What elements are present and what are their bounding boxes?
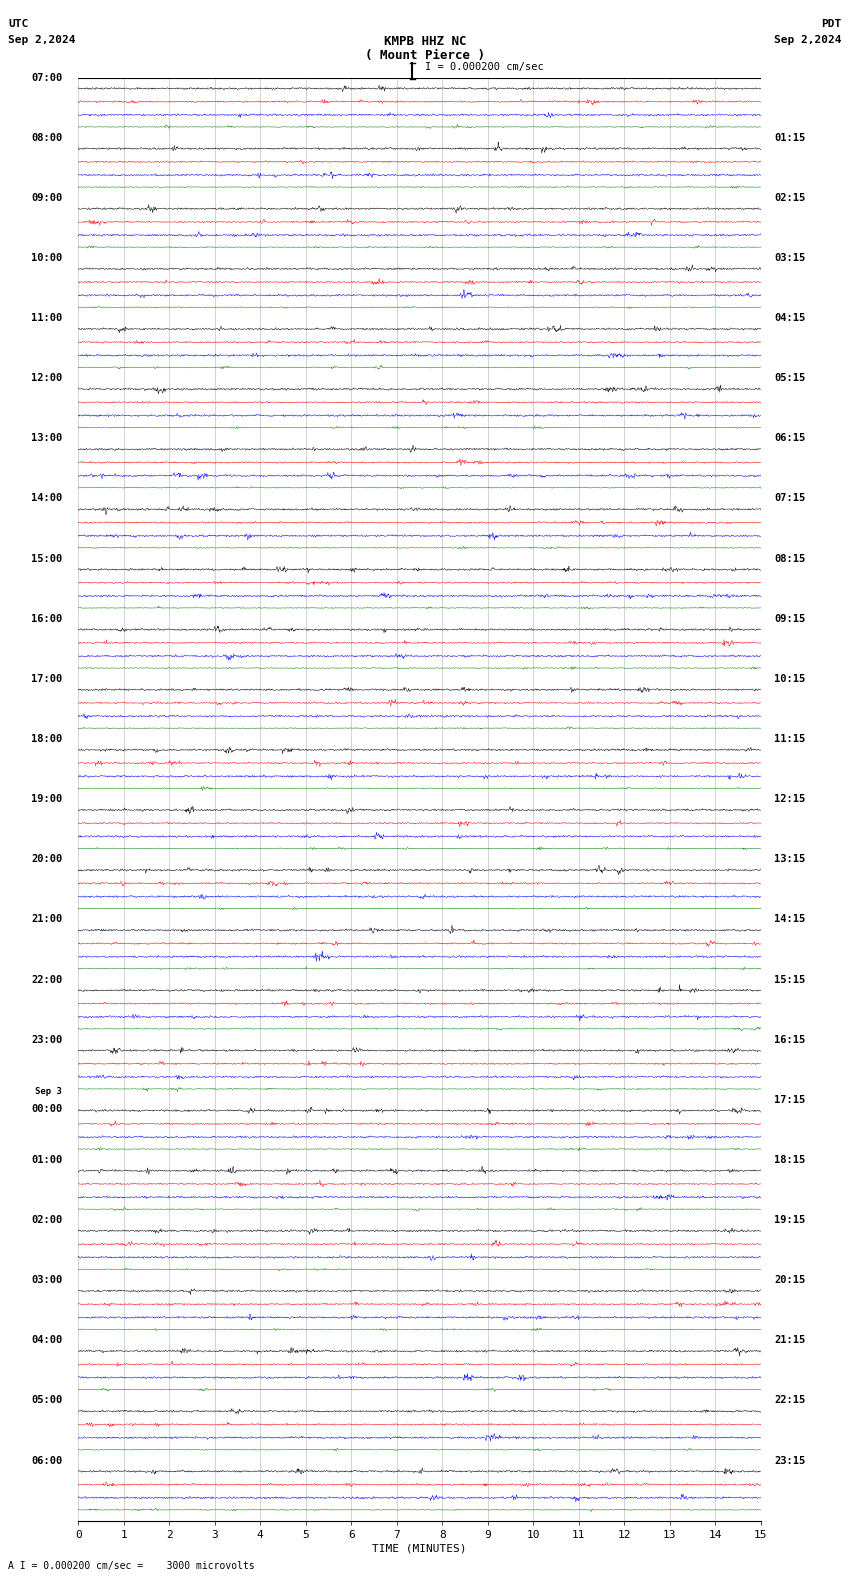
Text: 11:15: 11:15 (774, 733, 806, 744)
Text: UTC: UTC (8, 19, 29, 29)
Text: 04:00: 04:00 (31, 1335, 62, 1345)
Text: 23:15: 23:15 (774, 1456, 806, 1465)
Text: 16:00: 16:00 (31, 613, 62, 624)
Text: 04:15: 04:15 (774, 314, 806, 323)
Text: 19:15: 19:15 (774, 1215, 806, 1224)
Text: 17:00: 17:00 (31, 673, 62, 684)
Text: 03:15: 03:15 (774, 253, 806, 263)
Text: 08:15: 08:15 (774, 554, 806, 564)
Text: 15:00: 15:00 (31, 554, 62, 564)
Text: 09:15: 09:15 (774, 613, 806, 624)
Text: 22:15: 22:15 (774, 1396, 806, 1405)
Text: 00:00: 00:00 (31, 1104, 62, 1114)
Text: 16:15: 16:15 (774, 1034, 806, 1044)
Text: 01:00: 01:00 (31, 1155, 62, 1164)
Text: 20:15: 20:15 (774, 1275, 806, 1285)
Text: 15:15: 15:15 (774, 974, 806, 985)
Text: 19:00: 19:00 (31, 794, 62, 805)
Text: I = 0.000200 cm/sec: I = 0.000200 cm/sec (425, 62, 544, 71)
Text: 20:00: 20:00 (31, 854, 62, 865)
Text: KMPB HHZ NC: KMPB HHZ NC (383, 35, 467, 48)
Text: 13:15: 13:15 (774, 854, 806, 865)
Text: 18:00: 18:00 (31, 733, 62, 744)
Text: 12:15: 12:15 (774, 794, 806, 805)
Text: Sep 3: Sep 3 (36, 1087, 62, 1096)
Text: 05:15: 05:15 (774, 374, 806, 383)
Text: 23:00: 23:00 (31, 1034, 62, 1044)
Text: 14:00: 14:00 (31, 494, 62, 504)
Text: 12:00: 12:00 (31, 374, 62, 383)
Text: 01:15: 01:15 (774, 133, 806, 143)
Text: 09:00: 09:00 (31, 193, 62, 203)
Text: PDT: PDT (821, 19, 842, 29)
Text: 02:00: 02:00 (31, 1215, 62, 1224)
Text: 11:00: 11:00 (31, 314, 62, 323)
Text: ( Mount Pierce ): ( Mount Pierce ) (365, 49, 485, 62)
Text: 18:15: 18:15 (774, 1155, 806, 1164)
Text: 10:15: 10:15 (774, 673, 806, 684)
Text: 05:00: 05:00 (31, 1396, 62, 1405)
Text: 21:15: 21:15 (774, 1335, 806, 1345)
Text: Sep 2,2024: Sep 2,2024 (774, 35, 842, 44)
Text: 07:15: 07:15 (774, 494, 806, 504)
Text: 07:00: 07:00 (31, 73, 62, 82)
Text: Sep 2,2024: Sep 2,2024 (8, 35, 76, 44)
Text: A I = 0.000200 cm/sec =    3000 microvolts: A I = 0.000200 cm/sec = 3000 microvolts (8, 1562, 255, 1571)
X-axis label: TIME (MINUTES): TIME (MINUTES) (372, 1544, 467, 1554)
Text: 17:15: 17:15 (774, 1095, 806, 1104)
Text: 22:00: 22:00 (31, 974, 62, 985)
Text: 14:15: 14:15 (774, 914, 806, 925)
Text: 13:00: 13:00 (31, 434, 62, 444)
Text: 10:00: 10:00 (31, 253, 62, 263)
Text: 03:00: 03:00 (31, 1275, 62, 1285)
Text: 21:00: 21:00 (31, 914, 62, 925)
Text: 08:00: 08:00 (31, 133, 62, 143)
Text: 06:15: 06:15 (774, 434, 806, 444)
Text: 06:00: 06:00 (31, 1456, 62, 1465)
Text: 02:15: 02:15 (774, 193, 806, 203)
